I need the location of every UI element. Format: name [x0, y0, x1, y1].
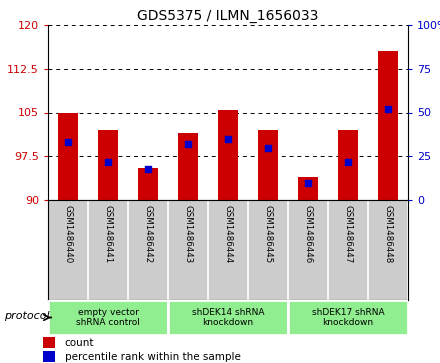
- Bar: [288, 300, 408, 335]
- Text: percentile rank within the sample: percentile rank within the sample: [65, 352, 241, 362]
- Text: GSM1486445: GSM1486445: [264, 205, 272, 263]
- Point: [65, 139, 72, 145]
- Point: [304, 180, 312, 185]
- Bar: [178, 133, 198, 200]
- Text: empty vector
shRNA control: empty vector shRNA control: [76, 308, 140, 327]
- Bar: [218, 110, 238, 200]
- Bar: [338, 130, 358, 200]
- Bar: [43, 337, 55, 348]
- Point: [345, 159, 352, 164]
- Point: [184, 141, 191, 147]
- Point: [224, 136, 231, 142]
- Text: shDEK14 shRNA
knockdown: shDEK14 shRNA knockdown: [192, 308, 264, 327]
- Bar: [258, 130, 278, 200]
- Bar: [48, 300, 168, 335]
- Text: GSM1486446: GSM1486446: [304, 205, 312, 263]
- Bar: [58, 113, 78, 200]
- Bar: [168, 300, 288, 335]
- Text: shDEK17 shRNA
knockdown: shDEK17 shRNA knockdown: [312, 308, 384, 327]
- Bar: [298, 177, 318, 200]
- Text: protocol: protocol: [4, 311, 50, 321]
- Bar: [378, 51, 398, 200]
- Bar: [138, 168, 158, 200]
- Text: GSM1486442: GSM1486442: [143, 205, 153, 263]
- Text: GSM1486447: GSM1486447: [344, 205, 352, 263]
- Text: GSM1486441: GSM1486441: [103, 205, 113, 263]
- Title: GDS5375 / ILMN_1656033: GDS5375 / ILMN_1656033: [137, 9, 319, 23]
- Text: GSM1486444: GSM1486444: [224, 205, 232, 263]
- Point: [385, 106, 392, 112]
- Text: count: count: [65, 338, 94, 348]
- Text: GSM1486448: GSM1486448: [384, 205, 392, 263]
- Point: [264, 144, 271, 150]
- Bar: [43, 351, 55, 362]
- Point: [144, 166, 151, 171]
- Text: GSM1486440: GSM1486440: [63, 205, 73, 263]
- Bar: [98, 130, 118, 200]
- Point: [104, 159, 111, 164]
- Text: GSM1486443: GSM1486443: [183, 205, 193, 263]
